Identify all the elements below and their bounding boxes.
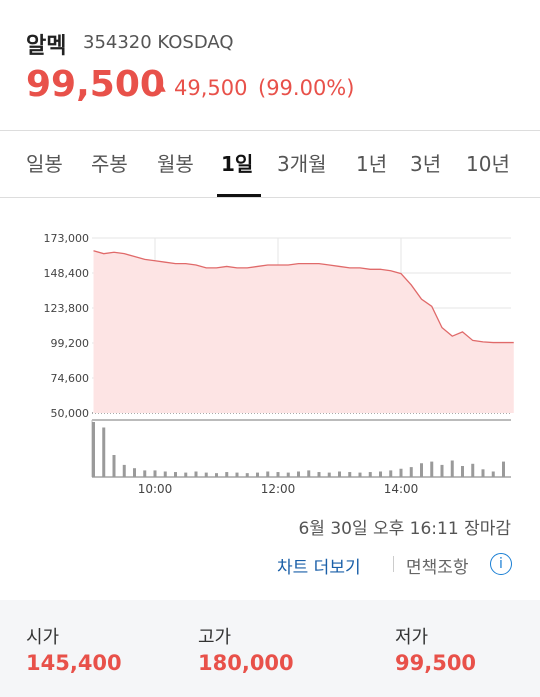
tab[interactable]: 1년 — [356, 152, 388, 176]
price-line — [93, 250, 514, 344]
volume-bar — [235, 472, 239, 477]
volume-bar — [194, 471, 198, 477]
volume-bar — [266, 471, 270, 477]
tab[interactable]: 일봉 — [26, 152, 63, 176]
volume-bar — [215, 473, 218, 477]
volume-bar — [225, 472, 229, 477]
volume-bar — [317, 472, 321, 477]
info-icon[interactable]: i — [490, 553, 512, 575]
volume-bar — [286, 472, 290, 477]
volume-bar — [420, 463, 423, 477]
tab[interactable]: 3년 — [410, 152, 442, 176]
volume-bar — [276, 472, 280, 477]
price-area — [93, 250, 514, 413]
volume-bar — [112, 455, 116, 477]
summary-value: 180,000 — [198, 651, 294, 675]
volume-bar — [133, 468, 136, 477]
volume-bar — [163, 471, 167, 477]
volume-bar — [153, 470, 157, 477]
volume-bar — [184, 472, 188, 477]
tab[interactable]: 1일 — [221, 152, 254, 176]
change-rate: (99.00%) — [258, 76, 355, 100]
summary-value: 145,400 — [26, 651, 122, 675]
volume-bar — [491, 471, 495, 477]
divider — [0, 197, 540, 198]
separator — [393, 556, 394, 572]
volume-bar — [440, 464, 444, 477]
x-tick-label: 14:00 — [384, 482, 419, 496]
volume-bar — [471, 463, 475, 477]
volume-bar — [245, 473, 249, 477]
volume-bar — [143, 470, 147, 477]
divider — [0, 130, 540, 131]
volume-bar — [481, 469, 485, 477]
summary-value: 99,500 — [395, 651, 477, 675]
y-tick-label: 123,800 — [44, 302, 90, 315]
volume-bar — [256, 472, 259, 477]
volume-bar — [399, 468, 403, 477]
summary-label: 시가 — [26, 627, 60, 648]
x-tick-label: 12:00 — [261, 482, 296, 496]
price: 99,500 — [26, 64, 165, 105]
tab[interactable]: 3개월 — [277, 152, 327, 176]
y-tick-label: 74,600 — [51, 372, 90, 385]
volume-bar — [204, 472, 208, 477]
volume-bar — [368, 472, 372, 477]
volume-bar — [502, 461, 505, 477]
volume-bar — [358, 472, 362, 477]
disclaimer-link[interactable]: 면책조항 — [406, 558, 469, 578]
volume-bar — [430, 461, 434, 477]
volume-bar — [102, 427, 106, 477]
tab[interactable]: 주봉 — [91, 152, 128, 176]
summary-panel — [0, 600, 540, 697]
volume-bar — [122, 464, 126, 477]
y-tick-label: 148,400 — [44, 267, 90, 280]
volume-bar — [297, 471, 300, 477]
volume-bar — [409, 467, 413, 477]
volume-bar — [461, 466, 464, 477]
volume-bar — [379, 471, 382, 477]
summary-label: 저가 — [395, 627, 429, 648]
change: 49,500 — [174, 76, 248, 100]
volume-bar — [307, 470, 311, 477]
volume-bar — [92, 422, 95, 477]
status: 6월 30일 오후 16:11 장마감 — [298, 519, 511, 539]
tab[interactable]: 10년 — [466, 152, 510, 176]
volume-bar — [327, 472, 331, 477]
volume-bar — [338, 471, 341, 477]
stock-code: 354320 KOSDAQ — [83, 32, 234, 53]
volume-bar — [389, 470, 393, 477]
volume-bar — [450, 460, 454, 477]
active-underline — [217, 194, 261, 197]
x-tick-label: 10:00 — [138, 482, 173, 496]
stock-name: 알멕 — [26, 34, 67, 59]
summary-label: 고가 — [198, 627, 232, 648]
y-tick-label: 50,000 — [51, 407, 90, 420]
tab[interactable]: 월봉 — [157, 152, 194, 176]
y-tick-label: 99,200 — [51, 337, 90, 350]
y-tick-label: 173,000 — [44, 232, 90, 245]
volume-bar — [348, 472, 352, 477]
up-arrow: ▲ — [155, 78, 166, 94]
more-chart-link[interactable]: 차트 더보기 — [277, 558, 361, 578]
chart: 173,000 148,400 123,800 99,200 74,600 50,000 1… — [44, 232, 514, 496]
volume-bar — [174, 472, 177, 477]
